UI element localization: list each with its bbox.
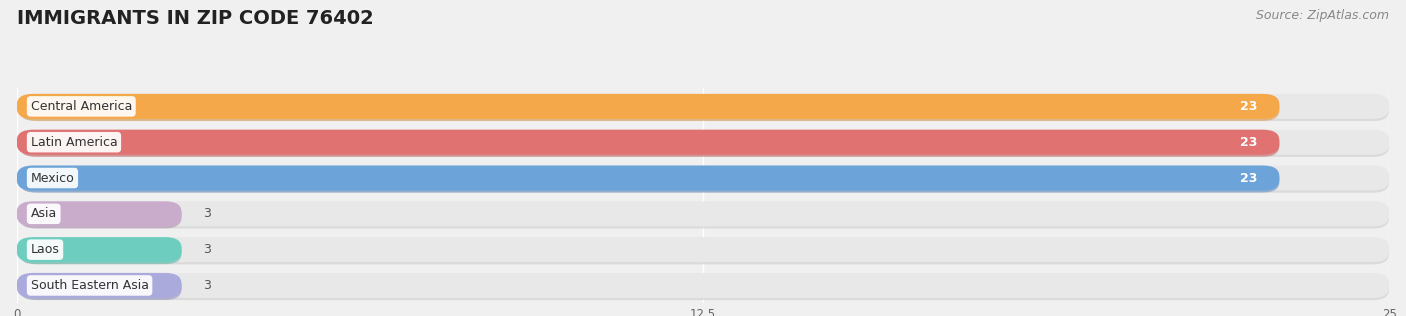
FancyBboxPatch shape [20,132,1279,157]
Text: Mexico: Mexico [31,172,75,185]
Text: Central America: Central America [31,100,132,113]
Text: 3: 3 [204,279,211,292]
Text: Latin America: Latin America [31,136,117,149]
Text: 23: 23 [1240,100,1257,113]
Text: 3: 3 [204,243,211,256]
FancyBboxPatch shape [17,273,1389,298]
FancyBboxPatch shape [20,132,1389,157]
FancyBboxPatch shape [20,96,1279,121]
FancyBboxPatch shape [17,273,181,298]
Text: Laos: Laos [31,243,59,256]
Text: 23: 23 [1240,172,1257,185]
FancyBboxPatch shape [20,239,181,264]
FancyBboxPatch shape [20,275,1389,300]
FancyBboxPatch shape [17,166,1279,191]
Text: Asia: Asia [31,207,56,220]
FancyBboxPatch shape [17,130,1389,155]
FancyBboxPatch shape [20,167,1279,192]
FancyBboxPatch shape [17,94,1279,119]
FancyBboxPatch shape [20,96,1389,121]
FancyBboxPatch shape [17,166,1389,191]
FancyBboxPatch shape [17,237,181,262]
FancyBboxPatch shape [20,239,1389,264]
FancyBboxPatch shape [17,130,1279,155]
FancyBboxPatch shape [17,201,181,226]
Text: Source: ZipAtlas.com: Source: ZipAtlas.com [1256,9,1389,22]
Text: 23: 23 [1240,136,1257,149]
FancyBboxPatch shape [17,94,1389,119]
FancyBboxPatch shape [17,201,1389,226]
FancyBboxPatch shape [20,167,1389,193]
FancyBboxPatch shape [17,237,1389,262]
FancyBboxPatch shape [20,203,181,228]
Text: South Eastern Asia: South Eastern Asia [31,279,149,292]
Text: IMMIGRANTS IN ZIP CODE 76402: IMMIGRANTS IN ZIP CODE 76402 [17,9,374,28]
FancyBboxPatch shape [20,204,1389,228]
Text: 3: 3 [204,207,211,220]
FancyBboxPatch shape [20,275,181,300]
